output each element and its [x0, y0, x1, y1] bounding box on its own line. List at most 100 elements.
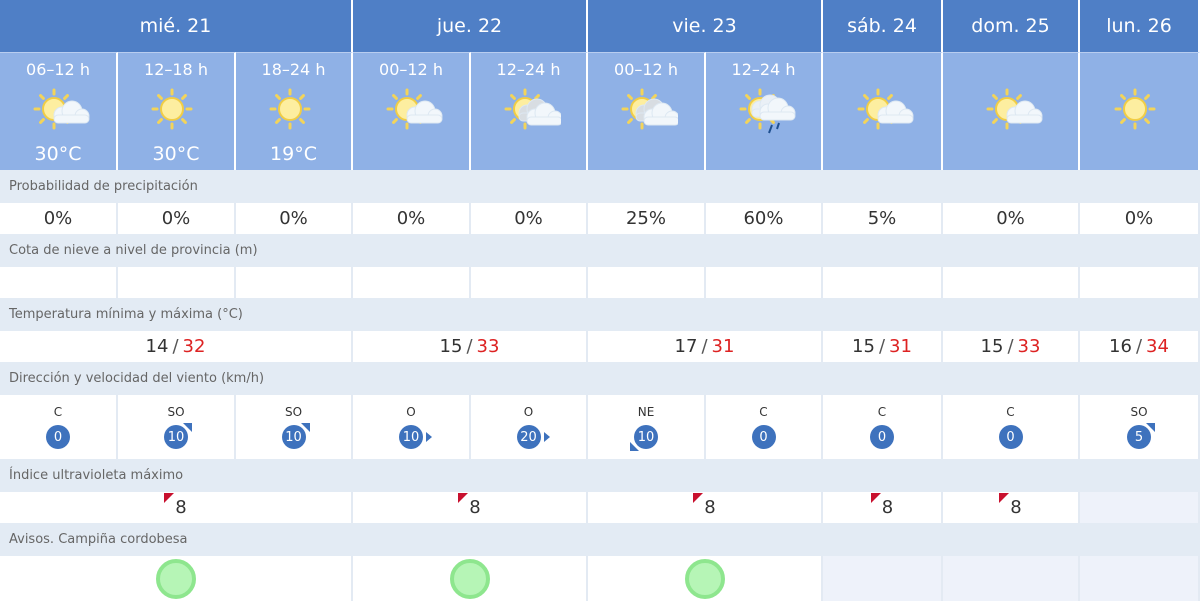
snow-level-value	[0, 267, 118, 298]
period-temperature: 30°C	[34, 143, 82, 165]
precip-value: 0%	[353, 203, 471, 234]
snow-level-value	[706, 267, 823, 298]
aviso-cell	[823, 556, 943, 601]
period-cell: 06–12 h 30°C	[0, 52, 118, 170]
sun-clouds-icon	[614, 83, 680, 141]
wind-speed-badge: 0	[870, 425, 894, 449]
snow-level-value	[588, 267, 706, 298]
separator: /	[172, 336, 179, 357]
uv-cell: 8	[943, 492, 1080, 523]
row-label-precip: Probabilidad de precipitación	[0, 170, 1200, 203]
wind-speed: 0	[1006, 429, 1015, 445]
wind-speed-badge: 5	[1127, 423, 1155, 449]
temp-min-max: 15/31	[823, 331, 943, 362]
row-label-wind: Dirección y velocidad del viento (km/h)	[0, 362, 1200, 395]
snow-level-value	[1080, 267, 1200, 298]
wind-speed-badge: 0	[751, 425, 776, 449]
precip-value: 0%	[943, 203, 1080, 234]
wind-cell: O 20	[471, 395, 588, 459]
period-cell	[823, 52, 943, 170]
wind-direction: O	[523, 405, 534, 419]
aviso-cell	[1080, 556, 1200, 601]
temp-min: 15	[980, 336, 1004, 357]
temp-min: 14	[145, 336, 169, 357]
wind-speed-badge: 10	[630, 425, 658, 451]
sun-icon	[144, 83, 208, 141]
separator: /	[1135, 336, 1143, 357]
row-label-uv: Índice ultravioleta máximo	[0, 459, 1200, 492]
precip-value: 5%	[823, 203, 943, 234]
sun-cloud-icon	[979, 83, 1043, 141]
period-cell: 12–24 h	[471, 52, 588, 170]
uv-cell	[1080, 492, 1200, 523]
temp-max: 32	[182, 336, 206, 357]
precip-value: 25%	[588, 203, 706, 234]
sun-icon	[1107, 83, 1171, 141]
temp-min: 15	[439, 336, 463, 357]
temp-min-max: 15/33	[943, 331, 1080, 362]
wind-speed-badge: 10	[164, 423, 192, 449]
uv-cell: 8	[0, 492, 353, 523]
temp-min-max: 14/32	[0, 331, 353, 362]
precip-value: 0%	[0, 203, 118, 234]
uv-value: 8	[881, 497, 894, 518]
precip-value: 60%	[706, 203, 823, 234]
aviso-cell	[943, 556, 1080, 601]
sun-cloud-icon	[26, 83, 90, 141]
separator: /	[1007, 336, 1014, 357]
day-header: jue. 22	[353, 0, 588, 52]
uv-cell: 8	[353, 492, 588, 523]
wind-arrow-icon	[630, 442, 639, 451]
snow-level-value	[823, 267, 943, 298]
wind-speed: 10	[402, 429, 420, 445]
snow-level-value	[943, 267, 1080, 298]
wind-cell: SO 10	[236, 395, 353, 459]
period-label: 00–12 h	[379, 60, 443, 79]
temp-min-max: 16/34	[1080, 331, 1200, 362]
day-header: lun. 26	[1080, 0, 1200, 52]
period-label: 06–12 h	[26, 60, 90, 79]
uv-value: 8	[469, 497, 481, 518]
uv-value: 8	[175, 497, 187, 518]
aviso-green-icon[interactable]	[684, 558, 725, 599]
temp-min-max: 17/31	[588, 331, 823, 362]
period-temperature: 30°C	[152, 143, 200, 165]
precip-value: 0%	[471, 203, 588, 234]
period-cell	[1080, 52, 1200, 170]
wind-arrow-icon	[543, 432, 550, 442]
wind-speed: 10	[285, 429, 302, 445]
wind-cell: SO 10	[118, 395, 236, 459]
uv-value: 8	[1010, 497, 1022, 518]
temp-max: 31	[889, 336, 912, 357]
aviso-green-icon[interactable]	[449, 558, 490, 599]
period-cell: 00–12 h	[588, 52, 706, 170]
period-cell: 12–18 h 30°C	[118, 52, 236, 170]
wind-speed: 20	[520, 429, 537, 445]
precip-value: 0%	[1080, 203, 1200, 234]
sun-clouds-icon	[497, 83, 562, 141]
day-header: vie. 23	[588, 0, 823, 52]
period-label: 00–12 h	[614, 60, 678, 79]
snow-level-value	[118, 267, 236, 298]
sun-cloud-icon	[379, 83, 443, 141]
period-label: 12–18 h	[144, 60, 208, 79]
temp-min-max: 15/33	[353, 331, 588, 362]
temp-min: 17	[674, 336, 698, 357]
wind-speed: 10	[637, 429, 655, 445]
aviso-green-icon[interactable]	[155, 558, 196, 599]
wind-speed-badge: 20	[516, 425, 550, 449]
aviso-cell	[353, 556, 588, 601]
aviso-cell	[588, 556, 823, 601]
separator: /	[701, 336, 708, 357]
wind-direction: C	[759, 405, 768, 419]
period-cell: 12–24 h	[706, 52, 823, 170]
wind-direction: C	[53, 405, 63, 419]
temp-min: 15	[852, 336, 875, 357]
day-header: mié. 21	[0, 0, 353, 52]
wind-speed: 0	[877, 429, 887, 445]
uv-value: 8	[704, 497, 716, 518]
period-cell: 00–12 h	[353, 52, 471, 170]
